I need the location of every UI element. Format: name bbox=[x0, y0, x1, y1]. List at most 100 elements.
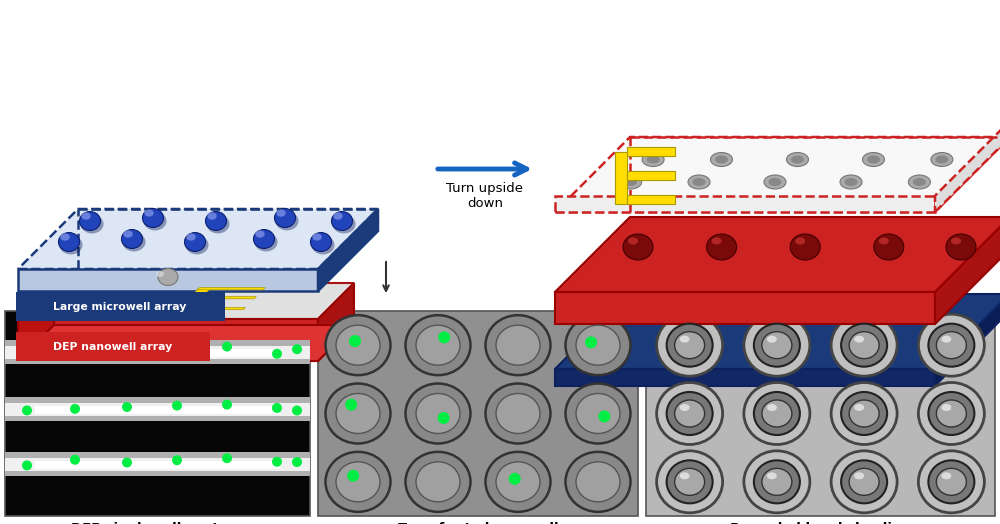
Ellipse shape bbox=[325, 384, 390, 443]
FancyBboxPatch shape bbox=[16, 332, 210, 361]
Ellipse shape bbox=[22, 347, 32, 357]
FancyBboxPatch shape bbox=[5, 346, 310, 359]
Ellipse shape bbox=[879, 237, 889, 245]
Ellipse shape bbox=[941, 472, 951, 479]
Ellipse shape bbox=[70, 404, 80, 414]
Ellipse shape bbox=[486, 315, 550, 375]
Ellipse shape bbox=[675, 400, 705, 427]
Ellipse shape bbox=[623, 234, 653, 260]
Ellipse shape bbox=[416, 394, 460, 433]
Ellipse shape bbox=[598, 410, 610, 422]
Ellipse shape bbox=[347, 470, 359, 482]
Ellipse shape bbox=[70, 455, 80, 465]
Ellipse shape bbox=[576, 325, 620, 365]
FancyBboxPatch shape bbox=[5, 311, 310, 516]
Ellipse shape bbox=[831, 383, 897, 444]
Ellipse shape bbox=[931, 152, 953, 167]
Polygon shape bbox=[627, 147, 675, 156]
FancyBboxPatch shape bbox=[646, 311, 995, 516]
Ellipse shape bbox=[657, 314, 723, 376]
Ellipse shape bbox=[928, 324, 974, 367]
Text: DEP nanowell array: DEP nanowell array bbox=[53, 342, 173, 352]
Ellipse shape bbox=[158, 268, 178, 286]
Polygon shape bbox=[555, 217, 1000, 292]
Polygon shape bbox=[615, 152, 627, 204]
Ellipse shape bbox=[862, 152, 885, 167]
Ellipse shape bbox=[122, 347, 132, 357]
Ellipse shape bbox=[122, 402, 132, 412]
Ellipse shape bbox=[710, 152, 732, 167]
Ellipse shape bbox=[941, 404, 951, 411]
FancyBboxPatch shape bbox=[16, 292, 225, 321]
Ellipse shape bbox=[849, 400, 879, 427]
Ellipse shape bbox=[928, 392, 974, 435]
FancyBboxPatch shape bbox=[35, 349, 280, 357]
Ellipse shape bbox=[255, 231, 265, 238]
Ellipse shape bbox=[566, 315, 631, 375]
Ellipse shape bbox=[272, 403, 282, 413]
Ellipse shape bbox=[585, 336, 597, 348]
Ellipse shape bbox=[333, 212, 343, 220]
Ellipse shape bbox=[332, 212, 352, 231]
Ellipse shape bbox=[715, 156, 728, 163]
Polygon shape bbox=[179, 288, 211, 308]
Text: DEP single cell capture: DEP single cell capture bbox=[71, 522, 244, 524]
Ellipse shape bbox=[762, 400, 792, 427]
Ellipse shape bbox=[325, 452, 390, 512]
Ellipse shape bbox=[667, 324, 713, 367]
Polygon shape bbox=[935, 121, 1000, 212]
Ellipse shape bbox=[206, 212, 226, 231]
Ellipse shape bbox=[624, 178, 637, 186]
Ellipse shape bbox=[186, 233, 196, 241]
Ellipse shape bbox=[913, 178, 926, 186]
Ellipse shape bbox=[272, 349, 282, 359]
Ellipse shape bbox=[688, 175, 710, 189]
Ellipse shape bbox=[754, 460, 800, 504]
Polygon shape bbox=[555, 196, 935, 212]
Ellipse shape bbox=[345, 399, 357, 411]
Text: Large microwell array: Large microwell array bbox=[53, 301, 187, 311]
Ellipse shape bbox=[275, 209, 296, 227]
Ellipse shape bbox=[566, 384, 631, 443]
Ellipse shape bbox=[707, 234, 737, 260]
Ellipse shape bbox=[172, 455, 182, 465]
Ellipse shape bbox=[657, 383, 723, 444]
Ellipse shape bbox=[744, 314, 810, 376]
Polygon shape bbox=[18, 269, 318, 291]
Ellipse shape bbox=[854, 472, 864, 479]
Ellipse shape bbox=[918, 314, 984, 376]
Ellipse shape bbox=[254, 230, 275, 248]
Ellipse shape bbox=[854, 404, 864, 411]
Text: Transfer to large well: Transfer to large well bbox=[398, 522, 558, 524]
Ellipse shape bbox=[675, 468, 705, 495]
FancyBboxPatch shape bbox=[5, 458, 310, 471]
Ellipse shape bbox=[576, 462, 620, 502]
Ellipse shape bbox=[576, 394, 620, 433]
Ellipse shape bbox=[406, 384, 471, 443]
Ellipse shape bbox=[207, 212, 217, 220]
Ellipse shape bbox=[762, 468, 792, 495]
Ellipse shape bbox=[325, 315, 390, 375]
Ellipse shape bbox=[754, 392, 800, 435]
Ellipse shape bbox=[143, 212, 167, 231]
Ellipse shape bbox=[764, 175, 786, 189]
Ellipse shape bbox=[849, 332, 879, 358]
Ellipse shape bbox=[144, 209, 154, 217]
Ellipse shape bbox=[941, 336, 951, 343]
Ellipse shape bbox=[58, 233, 80, 252]
Polygon shape bbox=[555, 369, 935, 386]
Ellipse shape bbox=[908, 175, 930, 189]
Ellipse shape bbox=[667, 460, 713, 504]
Ellipse shape bbox=[80, 214, 104, 234]
Ellipse shape bbox=[628, 237, 638, 245]
Ellipse shape bbox=[841, 392, 887, 435]
Ellipse shape bbox=[786, 152, 808, 167]
Ellipse shape bbox=[767, 336, 777, 343]
Ellipse shape bbox=[620, 175, 642, 189]
Ellipse shape bbox=[406, 315, 471, 375]
FancyBboxPatch shape bbox=[5, 397, 310, 421]
Polygon shape bbox=[18, 209, 378, 269]
Ellipse shape bbox=[22, 461, 32, 471]
FancyBboxPatch shape bbox=[318, 311, 638, 516]
Ellipse shape bbox=[122, 230, 143, 248]
